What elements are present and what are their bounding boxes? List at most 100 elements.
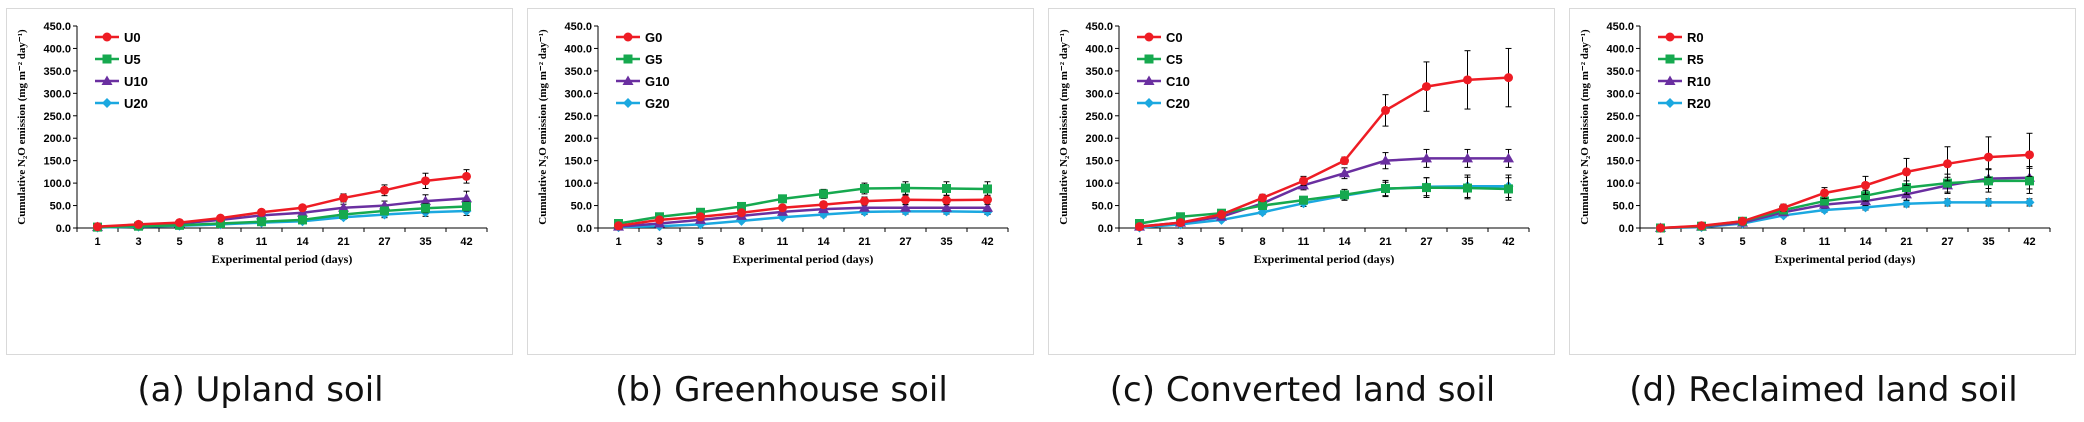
legend-label: U5	[124, 52, 141, 67]
x-tick-label: 14	[296, 236, 309, 248]
legend-swatch-marker	[623, 98, 633, 108]
y-tick-label: 450.0	[43, 21, 71, 33]
x-tick-label: 1	[1657, 236, 1663, 248]
data-point	[462, 171, 471, 181]
chart-panel-a: 0.0 50.0 100.0 150.0 200.0 250.0 300.0 350.0 400…	[0, 0, 521, 422]
data-point	[1861, 180, 1870, 190]
data-point	[1462, 152, 1473, 163]
data-point	[1463, 75, 1472, 85]
legend-label: R5	[1687, 52, 1704, 67]
y-tick-label: 400.0	[1606, 43, 1634, 55]
y-tick-label: 100.0	[564, 178, 592, 190]
chart-frame: 0.0 50.0 100.0 150.0 200.0 250.0 300.0 350.0 400…	[1048, 8, 1555, 355]
x-tick-label: 14	[817, 236, 830, 248]
data-point	[655, 215, 664, 225]
legend-label: C20	[1166, 96, 1190, 111]
data-point	[819, 189, 828, 199]
data-point	[1504, 184, 1513, 194]
series-line	[618, 210, 988, 229]
legend-swatch-marker	[102, 54, 112, 64]
y-axis-title: Cumulative N₂O emission (mg m⁻² day⁻¹)	[1579, 29, 1591, 225]
legend-swatch-marker	[102, 98, 112, 108]
data-point	[778, 203, 787, 213]
y-axis-title: Cumulative N₂O emission (mg m⁻² day⁻¹)	[1058, 29, 1070, 225]
chart-plot: 0.0 50.0 100.0 150.0 200.0 250.0 300.0 350.0 400…	[16, 21, 488, 266]
y-tick-label: 350.0	[43, 66, 71, 78]
data-point	[942, 183, 951, 193]
data-point	[983, 184, 992, 194]
x-tick-label: 35	[419, 236, 431, 248]
y-tick-label: 300.0	[1606, 88, 1634, 100]
data-point	[860, 183, 869, 193]
x-axis-title: Experimental period (days)	[733, 252, 874, 266]
x-tick-label: 35	[940, 236, 952, 248]
y-tick-label: 450.0	[1085, 21, 1113, 33]
x-tick-label: 21	[337, 236, 349, 248]
y-axis-title: Cumulative N₂O emission (mg m⁻² day⁻¹)	[537, 29, 549, 225]
legend-swatch-marker	[1143, 75, 1155, 85]
data-point	[737, 208, 746, 218]
data-point	[1339, 167, 1350, 178]
data-point	[982, 202, 993, 212]
legend: C0 C5 C10 C20	[1137, 30, 1190, 111]
x-tick-label: 14	[1338, 236, 1351, 248]
data-point	[860, 196, 869, 206]
chart-caption: (b) Greenhouse soil	[615, 370, 948, 410]
x-tick-label: 3	[1177, 236, 1183, 248]
data-point	[900, 202, 911, 212]
y-tick-label: 200.0	[564, 133, 592, 145]
y-tick-label: 200.0	[1085, 133, 1113, 145]
x-tick-label: 11	[256, 236, 268, 248]
data-point	[1340, 190, 1349, 200]
x-tick-label: 3	[135, 236, 141, 248]
y-tick-label: 100.0	[1085, 178, 1113, 190]
y-tick-label: 400.0	[1085, 43, 1113, 55]
x-tick-label: 27	[899, 236, 911, 248]
x-tick-label: 27	[1941, 236, 1953, 248]
data-point	[421, 176, 430, 186]
legend-label: G0	[645, 30, 662, 45]
data-point	[1176, 212, 1185, 222]
series-C5	[1135, 176, 1513, 229]
data-point	[1820, 188, 1829, 198]
legend: U0 U5 U10 U20	[95, 30, 148, 111]
series-U5	[93, 201, 471, 232]
series-line	[618, 198, 988, 227]
data-point	[737, 201, 746, 211]
y-tick-label: 0.0	[1098, 223, 1113, 235]
data-point	[1503, 152, 1514, 163]
data-point	[175, 218, 184, 228]
legend: R0 R5 R10 R20	[1658, 30, 1711, 111]
y-tick-label: 50.0	[1092, 201, 1113, 213]
y-tick-label: 300.0	[43, 88, 71, 100]
series-line	[1139, 186, 1509, 225]
y-tick-label: 450.0	[1606, 21, 1634, 33]
x-tick-label: 8	[1780, 236, 1786, 248]
x-tick-label: 27	[378, 236, 390, 248]
series-G0	[614, 194, 992, 231]
y-tick-label: 50.0	[50, 201, 71, 213]
data-point	[380, 206, 389, 216]
legend-label: R20	[1687, 96, 1711, 111]
x-tick-label: 1	[615, 236, 621, 248]
legend-swatch-marker	[1665, 32, 1675, 42]
data-point	[1697, 221, 1706, 231]
legend-label: G20	[645, 96, 670, 111]
data-point	[942, 195, 951, 205]
series-line	[1660, 153, 2030, 230]
x-tick-label: 35	[1982, 236, 1994, 248]
chart-frame: 0.0 50.0 100.0 150.0 200.0 250.0 300.0 350.0 400…	[1569, 8, 2076, 355]
y-tick-label: 300.0	[564, 88, 592, 100]
chart-panel-d: 0.0 50.0 100.0 150.0 200.0 250.0 300.0 350.0 400…	[1563, 0, 2084, 422]
x-tick-label: 5	[1739, 236, 1745, 248]
legend-label: R10	[1687, 74, 1711, 89]
x-tick-label: 5	[697, 236, 703, 248]
data-point	[1340, 156, 1349, 166]
y-tick-label: 350.0	[564, 66, 592, 78]
data-point	[1217, 210, 1226, 220]
y-tick-label: 400.0	[564, 43, 592, 55]
y-tick-label: 200.0	[1606, 133, 1634, 145]
y-tick-label: 400.0	[43, 43, 71, 55]
x-tick-label: 1	[1136, 236, 1142, 248]
x-tick-label: 42	[981, 236, 993, 248]
